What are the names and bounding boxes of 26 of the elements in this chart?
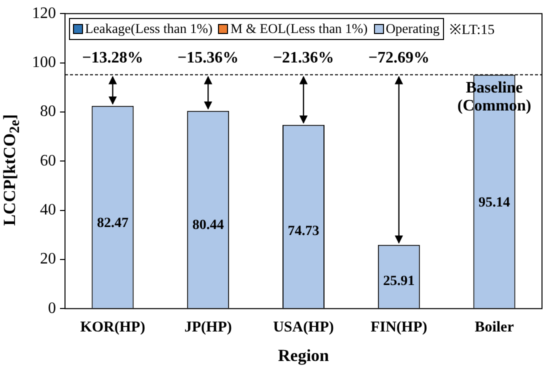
x-axis-title: Region (278, 346, 330, 366)
y-tick-label: 60 (40, 152, 56, 170)
legend-label: Operating (384, 20, 440, 37)
data-label: 80.44 (192, 218, 224, 233)
x-tick-label: KOR(HP) (80, 319, 146, 336)
y-tick-label: 80 (40, 103, 56, 120)
annotation: −15.36% (178, 50, 239, 67)
annotation: −72.69% (368, 50, 430, 67)
data-label: 82.47 (96, 216, 128, 231)
data-label: 74.73 (288, 224, 320, 239)
y-tick-label: 0 (48, 300, 56, 317)
annotation: −13.28% (82, 50, 144, 67)
legend-label: M & EOL(Less than 1%) (229, 20, 368, 37)
data-label: 25.91 (383, 274, 415, 290)
data-label: 95.14 (478, 196, 510, 211)
y-tick-label: 100 (32, 54, 56, 71)
x-tick-label: USA(HP) (273, 319, 334, 336)
x-tick-label: FIN(HP) (370, 319, 428, 336)
y-tick-label: 120 (32, 4, 56, 22)
annotation: −21.36% (272, 50, 334, 67)
x-tick-label: JP(HP) (184, 319, 232, 336)
y-tick-label: 40 (40, 201, 56, 218)
annotation: ※LT:15 (450, 22, 495, 39)
legend-label: Leakage(Less than 1%) (84, 20, 212, 37)
x-tick-label: Boiler (474, 319, 514, 336)
y-tick-label: 20 (40, 250, 56, 268)
